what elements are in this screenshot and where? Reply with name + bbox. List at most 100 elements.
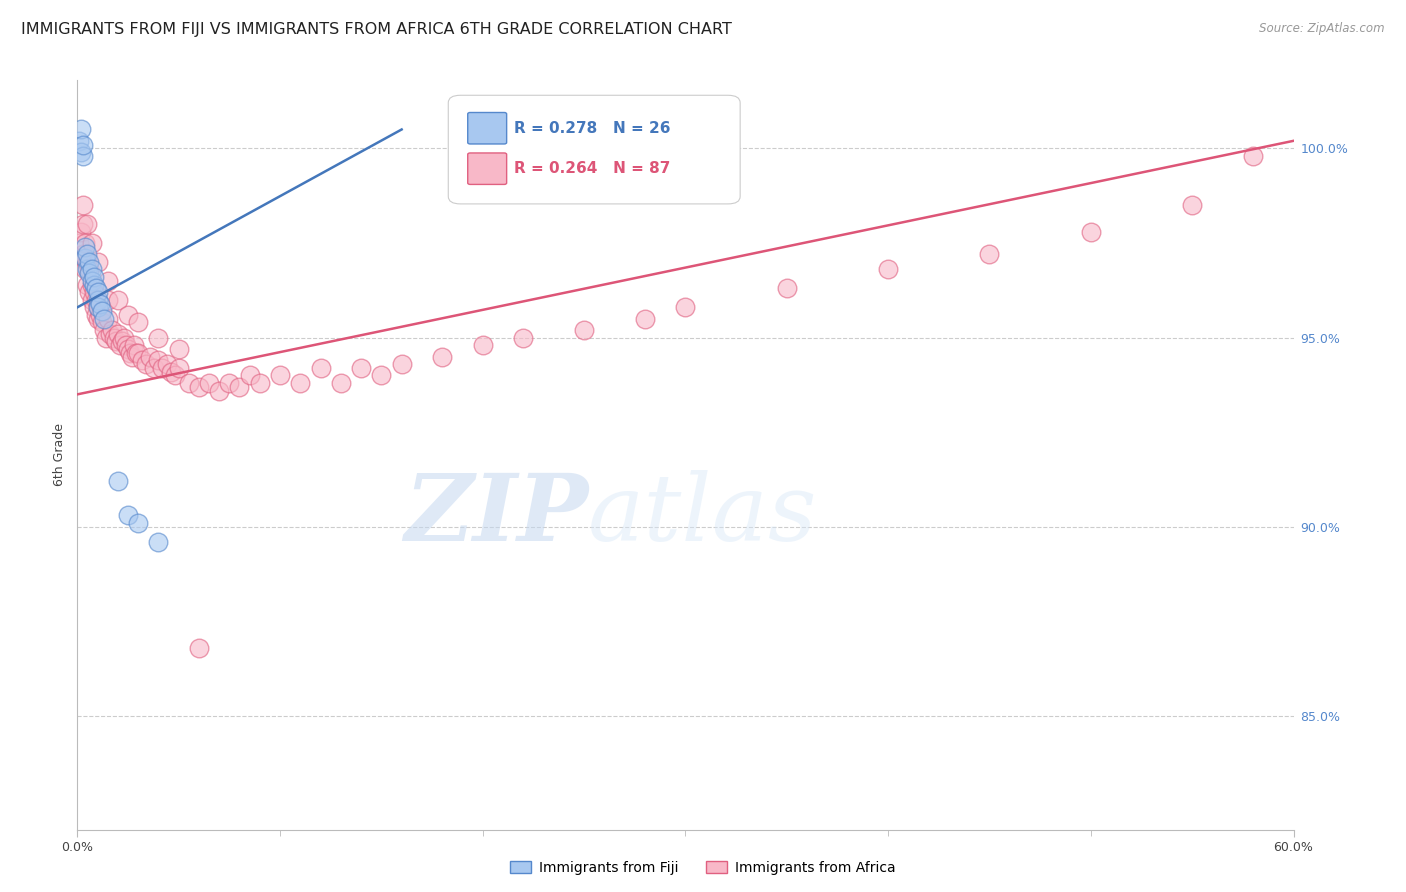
Point	[72, 247, 94, 261]
Point	[188, 380, 211, 394]
Point	[98, 326, 121, 341]
Point	[72, 198, 94, 212]
Point	[228, 380, 250, 394]
Point	[79, 285, 101, 300]
Point	[90, 316, 112, 330]
Point	[877, 262, 900, 277]
Point	[177, 376, 200, 390]
Point	[117, 508, 139, 523]
Point	[80, 277, 103, 292]
Point	[159, 365, 181, 379]
Point	[75, 262, 97, 277]
Point	[80, 274, 103, 288]
Point	[198, 376, 221, 390]
Point	[76, 262, 98, 277]
Point	[76, 247, 98, 261]
Legend: Immigrants from Fiji, Immigrants from Africa: Immigrants from Fiji, Immigrants from Af…	[505, 855, 901, 880]
Point	[86, 311, 108, 326]
Point	[112, 330, 135, 344]
Point	[93, 311, 115, 326]
Point	[93, 323, 115, 337]
Point	[72, 149, 94, 163]
Point	[70, 225, 93, 239]
Point	[72, 217, 94, 231]
Point	[118, 345, 141, 359]
Point	[111, 334, 134, 349]
Point	[269, 368, 291, 383]
Point	[208, 384, 231, 398]
Point	[90, 304, 112, 318]
Point	[249, 376, 271, 390]
Point	[675, 301, 697, 315]
Point	[143, 360, 166, 375]
Point	[148, 535, 170, 549]
Point	[70, 122, 93, 136]
Point	[391, 357, 413, 371]
Point	[108, 338, 131, 352]
Text: atlas: atlas	[588, 470, 818, 560]
Point	[107, 293, 129, 307]
Point	[309, 360, 332, 375]
Point	[89, 308, 111, 322]
Point	[107, 326, 129, 341]
Y-axis label: 6th Grade: 6th Grade	[53, 424, 66, 486]
Point	[127, 316, 149, 330]
Point	[125, 345, 148, 359]
Point	[135, 357, 157, 371]
Point	[1241, 149, 1264, 163]
Point	[167, 360, 190, 375]
FancyBboxPatch shape	[468, 112, 506, 144]
Point	[329, 376, 352, 390]
Point	[67, 134, 90, 148]
Point	[79, 255, 101, 269]
Point	[89, 296, 111, 310]
Point	[350, 360, 373, 375]
Point	[101, 323, 124, 337]
Point	[370, 368, 392, 383]
Point	[97, 311, 120, 326]
Point	[103, 330, 125, 344]
Text: Source: ZipAtlas.com: Source: ZipAtlas.com	[1260, 22, 1385, 36]
Point	[117, 308, 139, 322]
Text: IMMIGRANTS FROM FIJI VS IMMIGRANTS FROM AFRICA 6TH GRADE CORRELATION CHART: IMMIGRANTS FROM FIJI VS IMMIGRANTS FROM …	[21, 22, 733, 37]
Text: ZIP: ZIP	[404, 470, 588, 560]
Point	[131, 353, 153, 368]
Point	[107, 475, 129, 489]
Point	[117, 342, 139, 356]
Point	[75, 251, 97, 265]
Point	[163, 368, 186, 383]
Point	[148, 353, 170, 368]
Point	[83, 277, 105, 292]
FancyBboxPatch shape	[468, 153, 506, 185]
Point	[1080, 225, 1102, 239]
Text: R = 0.264   N = 87: R = 0.264 N = 87	[515, 161, 671, 177]
Point	[84, 281, 107, 295]
Point	[70, 145, 93, 160]
Point	[239, 368, 262, 383]
Point	[188, 640, 211, 655]
Point	[430, 350, 453, 364]
Point	[127, 345, 149, 359]
Text: R = 0.278   N = 26: R = 0.278 N = 26	[515, 120, 671, 136]
Point	[1181, 198, 1204, 212]
Point	[97, 293, 120, 307]
Point	[86, 301, 108, 315]
Point	[86, 285, 108, 300]
Point	[121, 350, 143, 364]
Point	[80, 262, 103, 277]
Point	[979, 247, 1001, 261]
Point	[97, 274, 120, 288]
Point	[148, 330, 170, 344]
Point	[634, 311, 657, 326]
Point	[290, 376, 312, 390]
Point	[83, 270, 105, 285]
Point	[471, 338, 494, 352]
Point	[75, 235, 97, 250]
Point	[776, 281, 799, 295]
Point	[75, 240, 97, 254]
Point	[115, 338, 138, 352]
Point	[83, 285, 105, 300]
Point	[86, 293, 108, 307]
Point	[83, 301, 105, 315]
Point	[84, 293, 107, 307]
